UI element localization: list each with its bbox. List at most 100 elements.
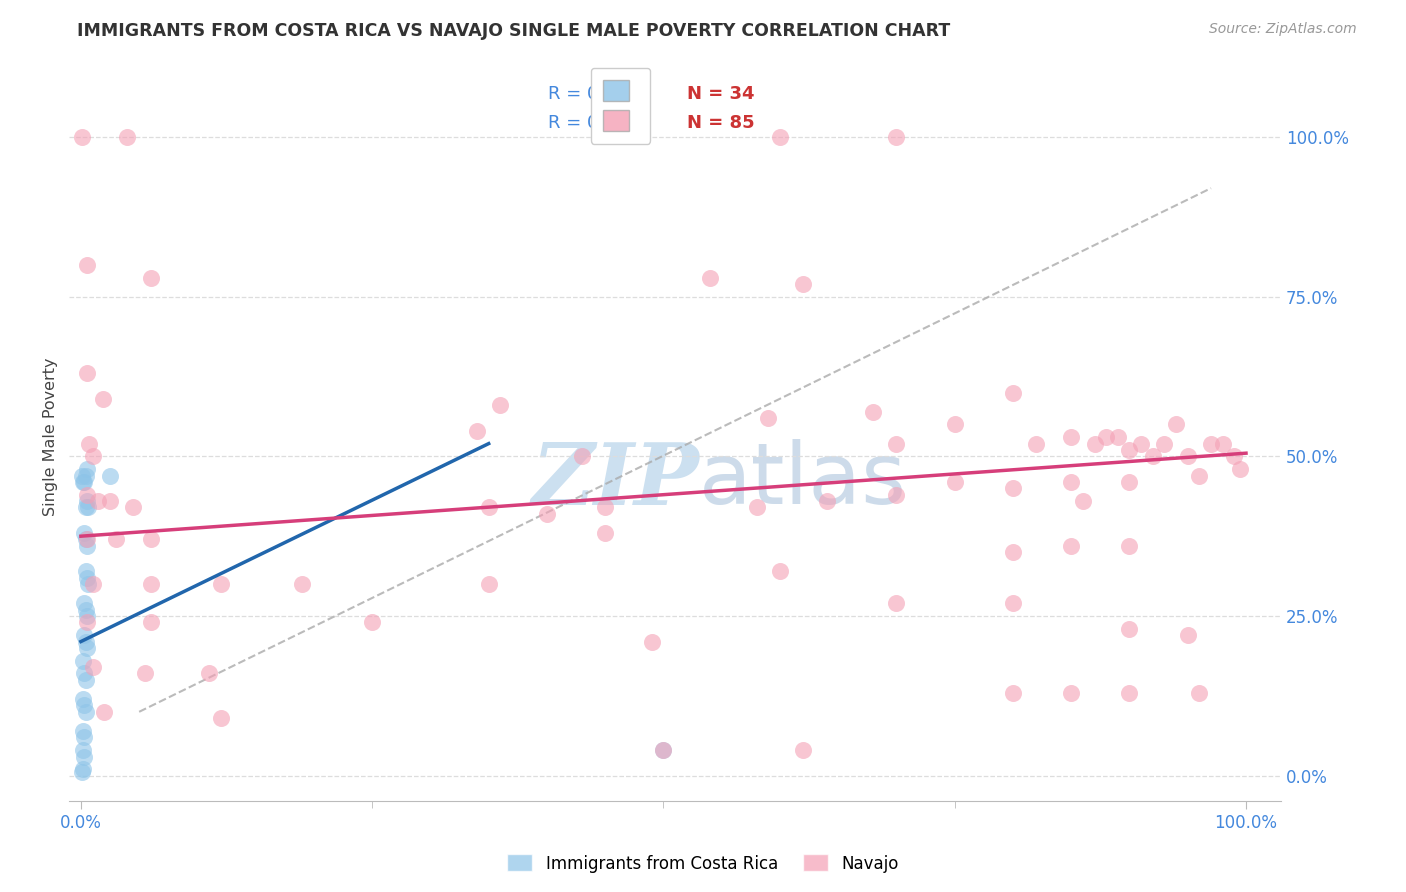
Point — [72, 723, 94, 738]
Point — [82, 450, 104, 464]
Point — [593, 526, 616, 541]
Point — [72, 654, 94, 668]
Text: Source: ZipAtlas.com: Source: ZipAtlas.com — [1209, 22, 1357, 37]
Point — [571, 450, 593, 464]
Point — [886, 436, 908, 450]
Text: IMMIGRANTS FROM COSTA RICA VS NAVAJO SINGLE MALE POVERTY CORRELATION CHART: IMMIGRANTS FROM COSTA RICA VS NAVAJO SIN… — [77, 22, 950, 40]
Point — [886, 596, 908, 610]
Point — [76, 615, 98, 630]
Point — [1199, 436, 1222, 450]
Point — [76, 258, 98, 272]
Point — [478, 500, 501, 515]
Point — [77, 436, 100, 450]
Point — [1083, 436, 1105, 450]
Point — [769, 564, 792, 578]
Legend: , : , — [591, 68, 651, 144]
Point — [98, 468, 121, 483]
Point — [75, 673, 97, 687]
Point — [139, 577, 162, 591]
Point — [792, 277, 814, 291]
Point — [1142, 450, 1164, 464]
Point — [1118, 622, 1140, 636]
Point — [652, 743, 675, 757]
Point — [72, 475, 94, 489]
Point — [73, 526, 96, 541]
Point — [1118, 442, 1140, 457]
Point — [75, 500, 97, 515]
Point — [117, 130, 139, 145]
Point — [76, 488, 98, 502]
Point — [209, 577, 232, 591]
Point — [75, 602, 97, 616]
Point — [1118, 686, 1140, 700]
Point — [76, 494, 98, 508]
Point — [489, 398, 512, 412]
Point — [76, 609, 98, 624]
Point — [76, 571, 98, 585]
Point — [73, 475, 96, 489]
Text: atlas: atlas — [699, 440, 907, 523]
Point — [82, 577, 104, 591]
Point — [104, 533, 127, 547]
Point — [478, 577, 501, 591]
Point — [769, 130, 792, 145]
Point — [1177, 450, 1199, 464]
Point — [1001, 686, 1024, 700]
Point — [73, 698, 96, 713]
Point — [76, 367, 98, 381]
Point — [1001, 545, 1024, 559]
Point — [1060, 539, 1083, 553]
Point — [198, 666, 221, 681]
Point — [536, 507, 558, 521]
Point — [75, 468, 97, 483]
Point — [75, 533, 97, 547]
Point — [1229, 462, 1251, 476]
Point — [1060, 475, 1083, 489]
Point — [1060, 430, 1083, 444]
Point — [73, 731, 96, 745]
Point — [75, 564, 97, 578]
Point — [641, 634, 664, 648]
Point — [76, 533, 98, 547]
Point — [593, 500, 616, 515]
Point — [652, 743, 675, 757]
Point — [87, 494, 110, 508]
Point — [745, 500, 768, 515]
Point — [134, 666, 156, 681]
Point — [75, 705, 97, 719]
Point — [1164, 417, 1187, 432]
Point — [73, 628, 96, 642]
Point — [72, 692, 94, 706]
Point — [139, 533, 162, 547]
Point — [139, 615, 162, 630]
Point — [465, 424, 488, 438]
Point — [139, 270, 162, 285]
Point — [70, 130, 93, 145]
Point — [1001, 596, 1024, 610]
Point — [886, 130, 908, 145]
Point — [1025, 436, 1047, 450]
Point — [699, 270, 721, 285]
Point — [76, 462, 98, 476]
Y-axis label: Single Male Poverty: Single Male Poverty — [44, 358, 58, 516]
Point — [73, 666, 96, 681]
Text: N = 34: N = 34 — [688, 85, 755, 103]
Point — [1188, 686, 1211, 700]
Point — [943, 417, 966, 432]
Point — [1212, 436, 1234, 450]
Point — [1118, 539, 1140, 553]
Point — [76, 539, 98, 553]
Legend: Immigrants from Costa Rica, Navajo: Immigrants from Costa Rica, Navajo — [501, 847, 905, 880]
Point — [1001, 481, 1024, 495]
Point — [91, 392, 114, 406]
Point — [1188, 468, 1211, 483]
Point — [1095, 430, 1118, 444]
Text: N = 85: N = 85 — [688, 114, 755, 132]
Point — [76, 500, 98, 515]
Point — [76, 577, 98, 591]
Point — [1001, 385, 1024, 400]
Point — [98, 494, 121, 508]
Text: ZIP: ZIP — [531, 439, 699, 523]
Point — [93, 705, 115, 719]
Point — [73, 596, 96, 610]
